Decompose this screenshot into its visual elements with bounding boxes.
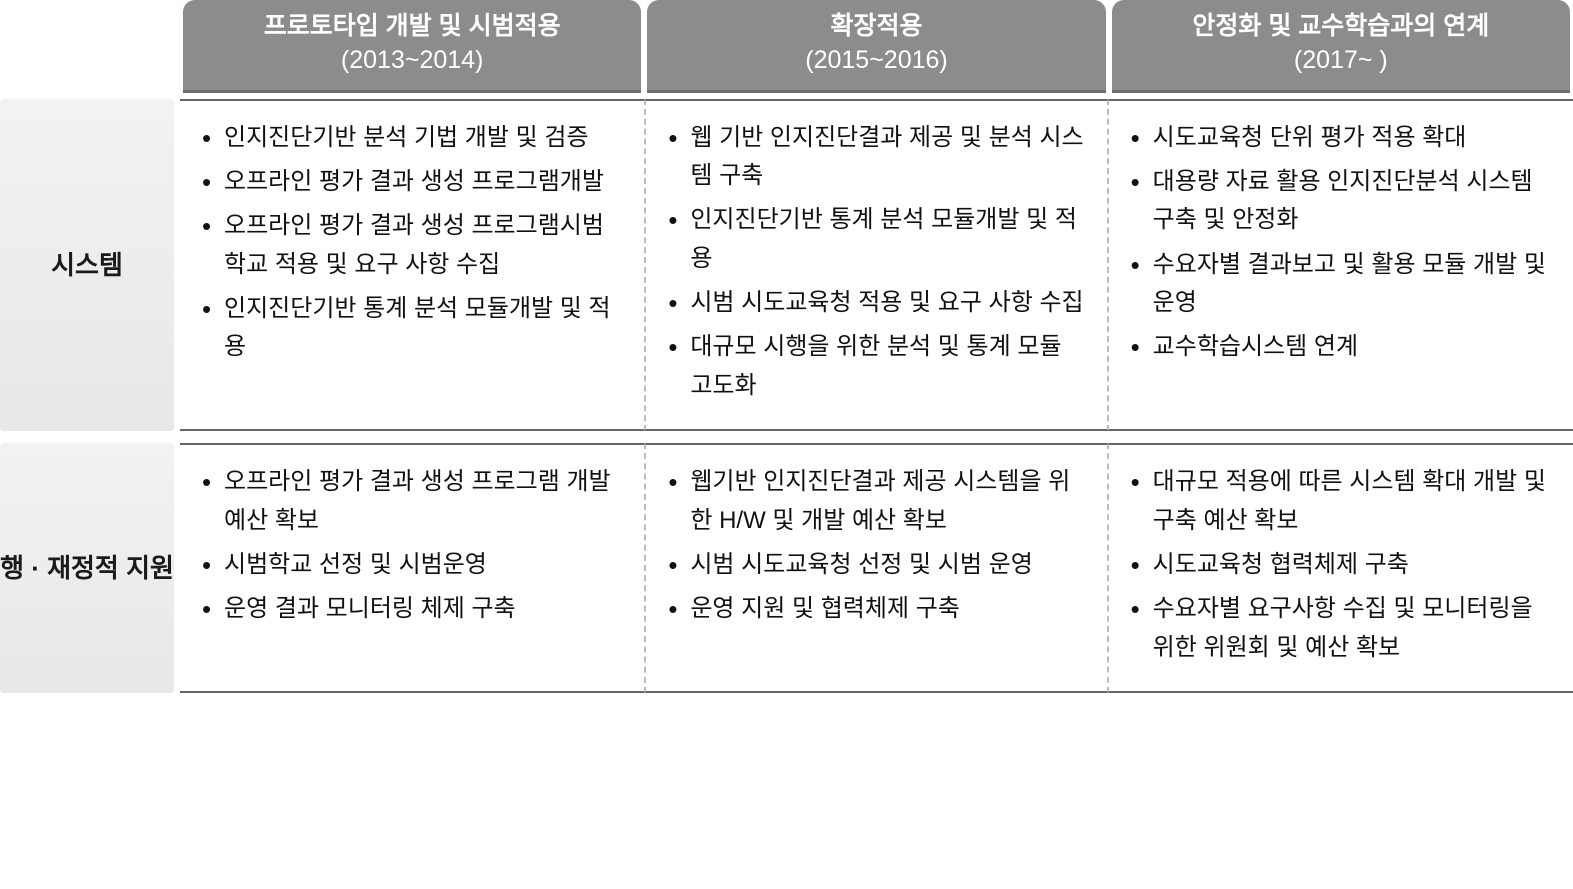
list-item: 인지진단기반 분석 기법 개발 및 검증 bbox=[202, 119, 622, 157]
list-item: 웹기반 인지진단결과 제공 시스템을 위한 H/W 및 개발 예산 확보 bbox=[668, 463, 1084, 540]
bullet-list: 오프라인 평가 결과 생성 프로그램 개발예산 확보 시범학교 선정 및 시범운… bbox=[202, 463, 622, 629]
list-item: 운영 결과 모니터링 체제 구축 bbox=[202, 590, 622, 628]
list-item: 오프라인 평가 결과 생성 프로그램 개발예산 확보 bbox=[202, 463, 622, 540]
list-item: 시범 시도교육청 선정 및 시범 운영 bbox=[668, 546, 1084, 584]
list-item: 운영 지원 및 협력체제 구축 bbox=[668, 590, 1084, 628]
list-item: 교수학습시스템 연계 bbox=[1131, 328, 1551, 366]
cell-support-phase2: 웹기반 인지진단결과 제공 시스템을 위한 H/W 및 개발 예산 확보 시범 … bbox=[644, 443, 1108, 693]
list-item: 시도교육청 단위 평가 적용 확대 bbox=[1131, 119, 1551, 157]
cell-support-phase3: 대규모 적용에 따른 시스템 확대 개발 및 구축 예산 확보 시도교육청 협력… bbox=[1109, 443, 1573, 693]
phase-title: 프로토타입 개발 및 시범적용 bbox=[264, 12, 561, 40]
list-item: 인지진단기반 통계 분석 모듈개발 및 적용 bbox=[668, 201, 1084, 278]
bullet-list: 대규모 적용에 따른 시스템 확대 개발 및 구축 예산 확보 시도교육청 협력… bbox=[1131, 463, 1551, 667]
list-item: 대규모 적용에 따른 시스템 확대 개발 및 구축 예산 확보 bbox=[1131, 463, 1551, 540]
phase-years: (2017~ ) bbox=[1120, 44, 1562, 78]
roadmap-grid: 프로토타입 개발 및 시범적용 (2013~2014) 확장적용 (2015~2… bbox=[0, 0, 1573, 699]
bullet-list: 웹기반 인지진단결과 제공 시스템을 위한 H/W 및 개발 예산 확보 시범 … bbox=[668, 463, 1084, 629]
list-item: 수요자별 요구사항 수집 및 모니터링을 위한 위원회 및 예산 확보 bbox=[1131, 590, 1551, 667]
phase-header-3: 안정화 및 교수학습과의 연계 (2017~ ) bbox=[1112, 0, 1570, 93]
cell-system-phase3: 시도교육청 단위 평가 적용 확대 대용량 자료 활용 인지진단분석 시스템 구… bbox=[1109, 99, 1573, 432]
phase-header-2: 확장적용 (2015~2016) bbox=[647, 0, 1105, 93]
list-item: 시범학교 선정 및 시범운영 bbox=[202, 546, 622, 584]
bullet-list: 인지진단기반 분석 기법 개발 및 검증 오프라인 평가 결과 생성 프로그램개… bbox=[202, 119, 622, 367]
phase-years: (2013~2014) bbox=[191, 44, 633, 78]
list-item: 오프라인 평가 결과 생성 프로그램개발 bbox=[202, 163, 622, 201]
cell-support-phase1: 오프라인 평가 결과 생성 프로그램 개발예산 확보 시범학교 선정 및 시범운… bbox=[180, 443, 644, 693]
corner-spacer bbox=[0, 0, 180, 93]
phase-years: (2015~2016) bbox=[655, 44, 1097, 78]
cell-system-phase1: 인지진단기반 분석 기법 개발 및 검증 오프라인 평가 결과 생성 프로그램개… bbox=[180, 99, 644, 432]
row-label-text: 행 · 재정적 지원 bbox=[0, 550, 174, 586]
row-label-support: 행 · 재정적 지원 bbox=[0, 443, 174, 693]
cell-system-phase2: 웹 기반 인지진단결과 제공 및 분석 시스템 구축 인지진단기반 통계 분석 … bbox=[644, 99, 1108, 432]
phase-header-1: 프로토타입 개발 및 시범적용 (2013~2014) bbox=[183, 0, 641, 93]
list-item: 수요자별 결과보고 및 활용 모듈 개발 및 운영 bbox=[1131, 246, 1551, 323]
phase-title: 안정화 및 교수학습과의 연계 bbox=[1192, 12, 1489, 40]
list-item: 인지진단기반 통계 분석 모듈개발 및 적용 bbox=[202, 290, 622, 367]
row-label-text: 시스템 bbox=[51, 247, 123, 283]
list-item: 대용량 자료 활용 인지진단분석 시스템 구축 및 안정화 bbox=[1131, 163, 1551, 240]
row-label-system: 시스템 bbox=[0, 99, 174, 432]
phase-title: 확장적용 bbox=[830, 12, 922, 40]
list-item: 오프라인 평가 결과 생성 프로그램시범 학교 적용 및 요구 사항 수집 bbox=[202, 207, 622, 284]
list-item: 대규모 시행을 위한 분석 및 통계 모듈 고도화 bbox=[668, 328, 1084, 405]
bullet-list: 시도교육청 단위 평가 적용 확대 대용량 자료 활용 인지진단분석 시스템 구… bbox=[1131, 119, 1551, 367]
list-item: 시도교육청 협력체제 구축 bbox=[1131, 546, 1551, 584]
bullet-list: 웹 기반 인지진단결과 제공 및 분석 시스템 구축 인지진단기반 통계 분석 … bbox=[668, 119, 1084, 406]
list-item: 웹 기반 인지진단결과 제공 및 분석 시스템 구축 bbox=[668, 119, 1084, 196]
list-item: 시범 시도교육청 적용 및 요구 사항 수집 bbox=[668, 284, 1084, 322]
